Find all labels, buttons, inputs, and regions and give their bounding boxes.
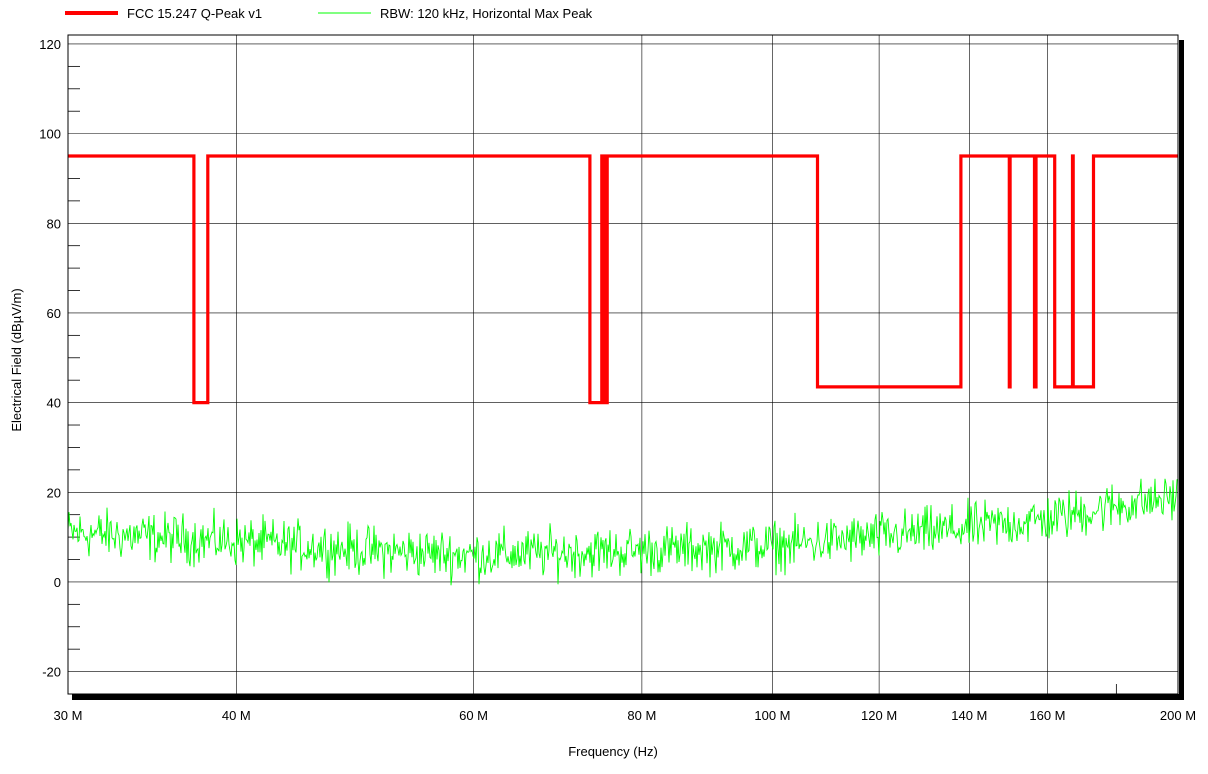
x-tick-label: 80 M <box>627 708 656 723</box>
x-axis-title: Frequency (Hz) <box>568 744 658 759</box>
legend-label-limit: FCC 15.247 Q-Peak v1 <box>127 6 262 21</box>
x-axis-ticks: 30 M 40 M 60 M 80 M 100 M 120 M 140 M 160 M 200 … <box>54 708 1197 723</box>
x-tick-label: 120 M <box>861 708 897 723</box>
y-tick-label: 100 <box>39 127 61 142</box>
y-tick-label: 40 <box>47 396 61 411</box>
y-tick-label: 60 <box>47 306 61 321</box>
y-axis-ticks: 120 100 80 60 40 20 0 -20 <box>39 37 61 680</box>
series-line-limit <box>68 154 1178 405</box>
plot-frame <box>67 34 1179 695</box>
y-tick-label: 20 <box>47 485 61 500</box>
y-tick-label: -20 <box>42 665 61 680</box>
y-tick-label: 80 <box>47 216 61 231</box>
x-tick-label: 200 M <box>1160 708 1196 723</box>
x-tick-label: 40 M <box>222 708 251 723</box>
series-line-measured <box>67 478 1179 586</box>
x-tick-label: 160 M <box>1029 708 1065 723</box>
x-tick-label: 30 M <box>54 708 83 723</box>
legend-label-trace: RBW: 120 kHz, Horizontal Max Peak <box>380 6 593 21</box>
plot-series <box>67 154 1179 586</box>
x-tick-label: 100 M <box>754 708 790 723</box>
y-axis-title: Electrical Field (dBµV/m) <box>9 288 24 431</box>
legend: FCC 15.247 Q-Peak v1 RBW: 120 kHz, Horiz… <box>65 6 593 21</box>
y-tick-label: 120 <box>39 37 61 52</box>
x-tick-label: 60 M <box>459 708 488 723</box>
x-tick-label: 140 M <box>951 708 987 723</box>
y-tick-label: 0 <box>54 575 61 590</box>
